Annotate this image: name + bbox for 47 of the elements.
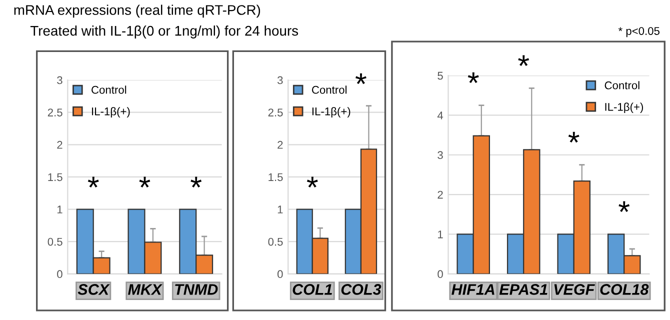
text: * p<0.05	[618, 27, 660, 38]
annotation: *	[139, 176, 150, 188]
x-tick-label: SCX	[78, 284, 110, 295]
chart-subtitle: Treated with IL-1β(0 or 1ng/ml) for 24 hours	[30, 26, 298, 38]
legend-label: IL-1β(+)	[605, 102, 643, 114]
x-tick-label: EPAS1	[499, 284, 548, 295]
annotation: *	[356, 73, 366, 84]
y-tick-label: 2.5	[48, 108, 62, 116]
y-tick-label: 1.5	[48, 173, 62, 182]
x-tick-label: MKX	[128, 284, 162, 295]
y-tick-label: 2	[278, 140, 283, 149]
y-tick-label: 0.5	[48, 238, 62, 246]
y-tick-label: 1	[278, 206, 283, 214]
y-tick-label: 0	[438, 270, 443, 278]
y-tick-label: 0	[277, 270, 283, 278]
y-tick-label: 3	[438, 151, 443, 160]
legend-label: Control	[312, 86, 347, 94]
x-tick-label: COL1	[292, 284, 332, 295]
x-tick-label: VEGF	[554, 284, 595, 295]
annotation: *	[190, 176, 202, 188]
y-tick-label: 3	[277, 76, 283, 84]
x-tick-label: TNMD	[175, 284, 218, 295]
y-tick-label: 4	[437, 112, 444, 120]
y-tick-label: 1.5	[268, 173, 283, 182]
y-tick-label: 2	[57, 140, 62, 149]
y-tick-label: 1	[57, 206, 62, 214]
annotation: *	[468, 72, 479, 84]
legend-label: Control	[92, 86, 126, 94]
annotation: *	[306, 176, 318, 188]
x-tick-label: COL18	[600, 284, 649, 295]
y-tick-label: 3	[57, 76, 62, 84]
x-tick-label: COL3	[341, 284, 382, 295]
y-tick-label: 2.5	[268, 108, 283, 116]
x-tick-label: HIF1A	[452, 284, 494, 295]
legend-label: IL-1β(+)	[92, 107, 130, 118]
legend-label: Control	[604, 81, 640, 90]
text: *	[518, 55, 530, 66]
annotation: *	[568, 132, 580, 143]
annotation: *	[618, 201, 630, 212]
y-tick-label: 2	[438, 190, 443, 199]
y-tick-label: 0	[57, 270, 62, 278]
y-tick-label: 5	[438, 72, 443, 80]
y-tick-label: 0.5	[268, 238, 283, 246]
annotation: *	[88, 176, 99, 188]
y-tick-label: 1	[438, 230, 443, 238]
legend-label: IL-1β(+)	[312, 107, 350, 118]
chart-title: mRNA expressions (real time qRT-PCR)	[14, 4, 260, 18]
